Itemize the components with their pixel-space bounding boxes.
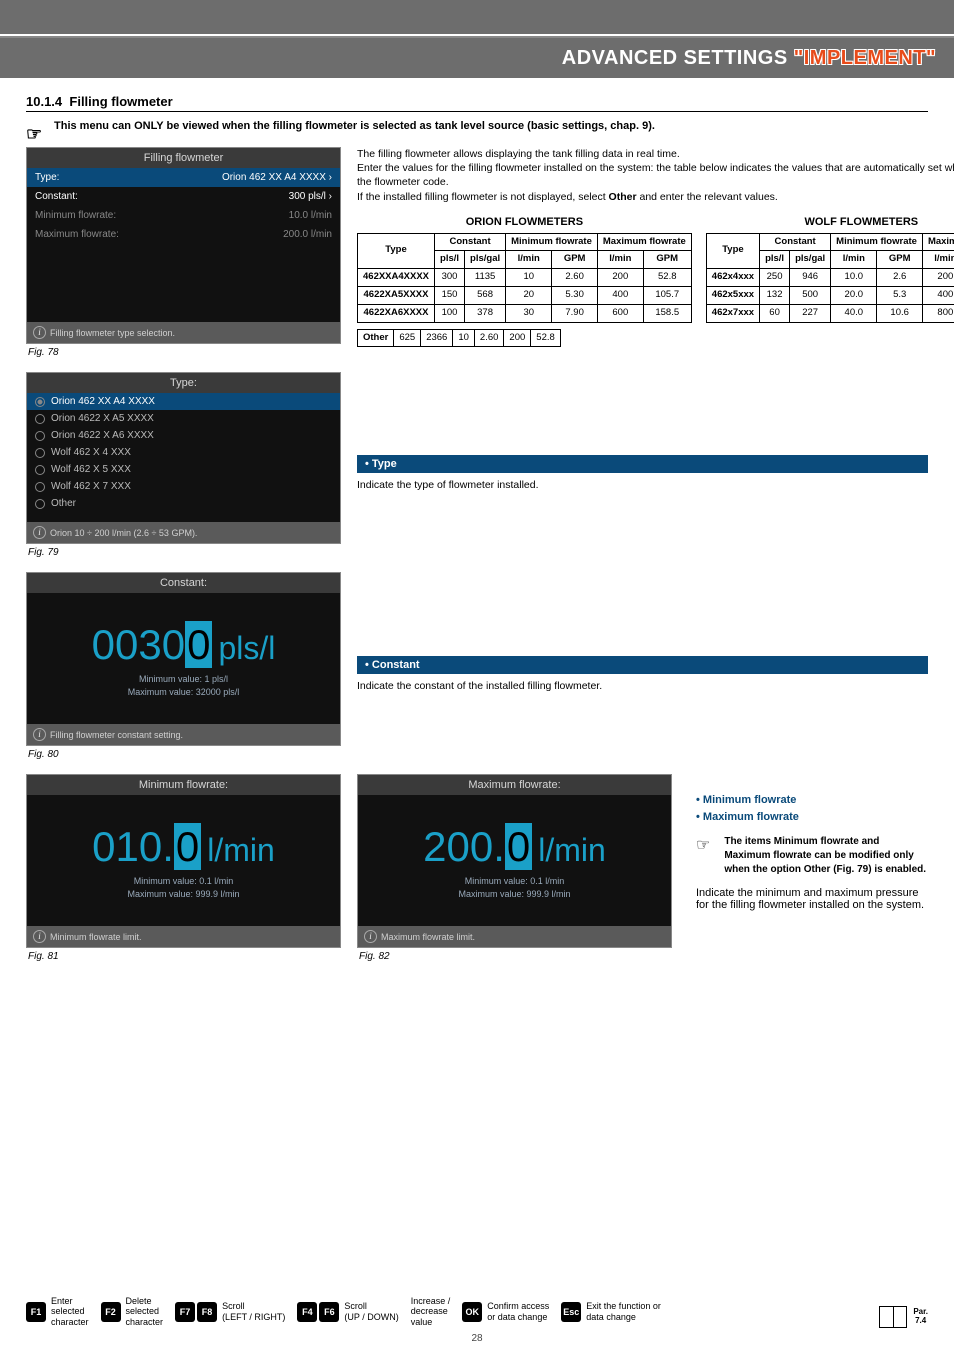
- title-bar: ADVANCED SETTINGS "IMPLEMENT": [0, 36, 954, 78]
- hand-icon: ☞: [696, 835, 710, 877]
- fig-caption: Fig. 78: [28, 347, 341, 358]
- intro-text: The filling flowmeter allows displaying …: [357, 147, 954, 161]
- chip-constant: • Constant: [357, 656, 928, 674]
- screen-min-flowrate: Minimum flowrate: 010.0l/min Minimum val…: [26, 774, 341, 948]
- screen-row: Minimum flowrate:10.0 l/min: [27, 206, 340, 225]
- flowrate-note: ☞ The items Minimum flowrate and Maximum…: [696, 835, 928, 877]
- orion-table: TypeConstantMinimum flowrateMaximum flow…: [357, 233, 692, 323]
- par-ref: Par.7.4: [913, 1308, 928, 1326]
- type-option[interactable]: Orion 4622 X A6 XXXX: [27, 427, 340, 444]
- type-option[interactable]: Wolf 462 X 7 XXX: [27, 478, 340, 495]
- title-implement: "IMPLEMENT": [794, 47, 936, 69]
- constant-desc: Indicate the constant of the installed f…: [357, 680, 928, 692]
- hand-icon: ☞: [26, 124, 46, 145]
- flowrate-desc: Indicate the minimum and maximum pressur…: [696, 887, 928, 911]
- screen-constant: Constant: 00300pls/l Minimum value: 1 pl…: [26, 572, 341, 746]
- intro-note: ☞ This menu can ONLY be viewed when the …: [26, 120, 928, 141]
- footer-key-item: OKConfirm accessor data change: [462, 1301, 549, 1323]
- footer-keys: F1Enterselectedcharacter F2Deleteselected…: [0, 1296, 954, 1328]
- footer-key-item: F1Enterselectedcharacter: [26, 1296, 89, 1328]
- type-option[interactable]: Orion 462 XX A4 XXXX: [27, 393, 340, 410]
- page-number: 28: [0, 1333, 954, 1344]
- manual-icon: [879, 1306, 907, 1328]
- title-text: ADVANCED SETTINGS: [562, 47, 794, 69]
- screen-header: Filling flowmeter: [27, 148, 340, 168]
- footer-key-item: EscExit the function ordata change: [561, 1301, 661, 1323]
- screen-max-flowrate: Maximum flowrate: 200.0l/min Minimum val…: [357, 774, 672, 948]
- chip-min-flowrate: • Minimum flowrate: [696, 792, 928, 809]
- info-icon: i: [33, 326, 46, 339]
- footer-key-item: Increase /decreasevalue: [411, 1296, 451, 1328]
- orion-other-table: Other6252366102.6020052.8: [357, 329, 561, 348]
- type-option[interactable]: Wolf 462 X 4 XXX: [27, 444, 340, 461]
- section-heading: 10.1.4 Filling flowmeter: [26, 94, 928, 112]
- flowmeter-tables: ORION FLOWMETERS TypeConstantMinimum flo…: [357, 212, 954, 348]
- screen-type-select: Type: Orion 462 XX A4 XXXXOrion 4622 X A…: [26, 372, 341, 544]
- chip-type: • Type: [357, 455, 928, 473]
- footer-key-item: F4F6Scroll(UP / DOWN): [297, 1301, 398, 1323]
- type-option[interactable]: Other: [27, 495, 340, 512]
- screen-row: Constant:300 pls/l ›: [27, 187, 340, 206]
- footer-key-item: F2Deleteselectedcharacter: [101, 1296, 164, 1328]
- type-option[interactable]: Wolf 462 X 5 XXX: [27, 461, 340, 478]
- type-desc: Indicate the type of flowmeter installed…: [357, 479, 928, 491]
- screen-filling-flowmeter: Filling flowmeter Type:Orion 462 XX A4 X…: [26, 147, 341, 344]
- screen-row: Maximum flowrate:200.0 l/min: [27, 225, 340, 244]
- wolf-table: TypeConstantMinimum flowrateMaximum flow…: [706, 233, 954, 323]
- footer-key-item: F7F8Scroll(LEFT / RIGHT): [175, 1301, 285, 1323]
- type-option[interactable]: Orion 4622 X A5 XXXX: [27, 410, 340, 427]
- chip-max-flowrate: • Maximum flowrate: [696, 809, 928, 826]
- screen-row: Type:Orion 462 XX A4 XXXX ›: [27, 168, 340, 187]
- top-bar: [0, 0, 954, 34]
